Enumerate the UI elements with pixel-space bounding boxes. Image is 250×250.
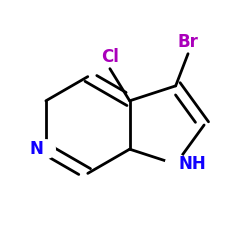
Text: Br: Br — [178, 33, 199, 51]
Text: N: N — [30, 140, 44, 158]
Circle shape — [165, 154, 186, 174]
Circle shape — [36, 140, 55, 158]
Text: Cl: Cl — [101, 48, 119, 66]
Text: NH: NH — [178, 155, 206, 173]
